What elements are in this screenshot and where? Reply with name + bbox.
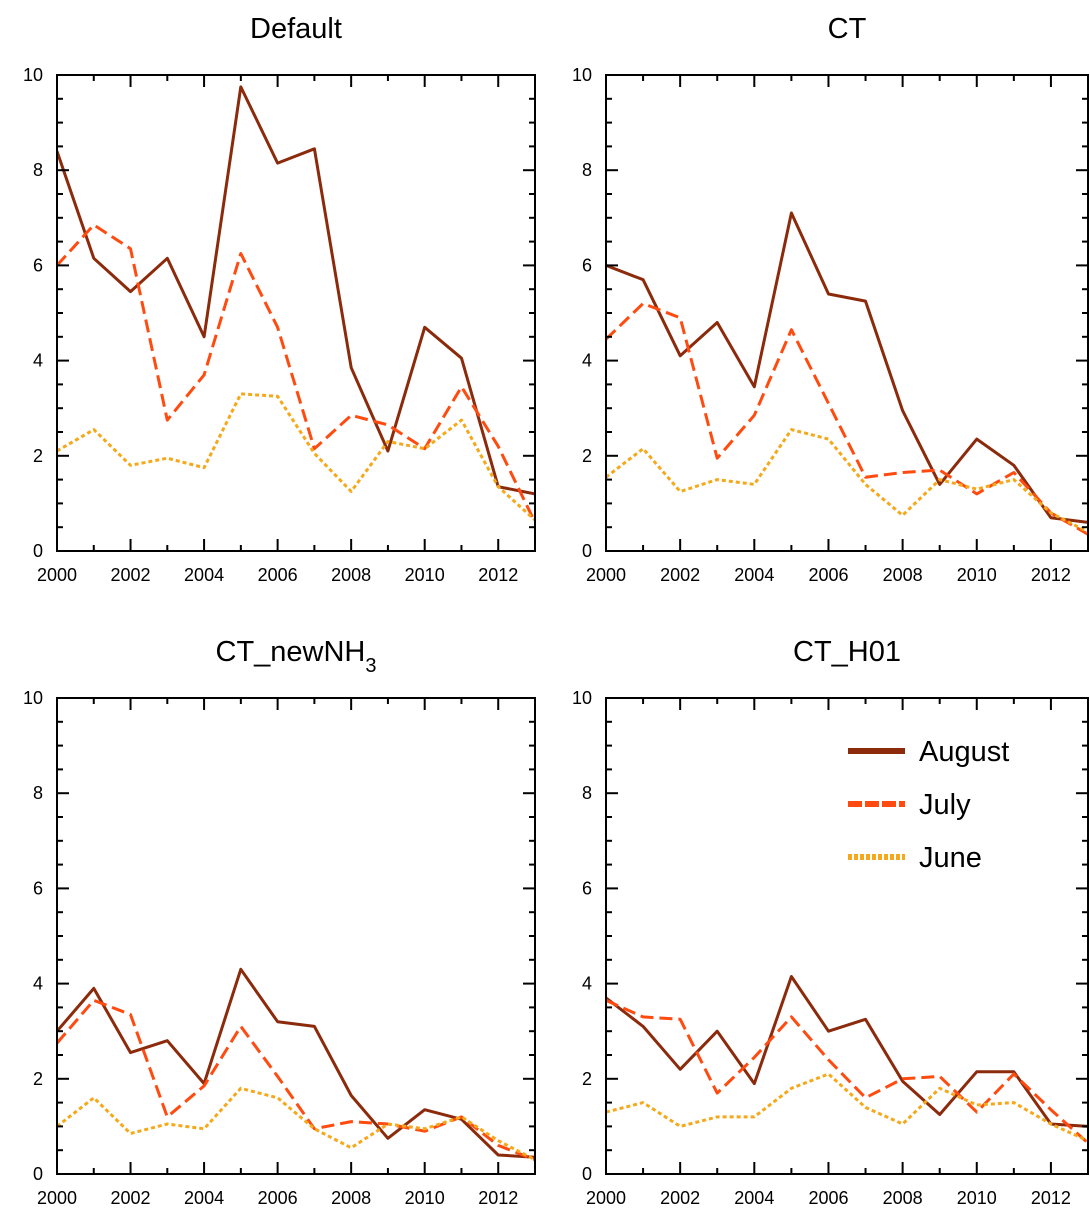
y-tick-label: 10 [572,65,592,85]
y-tick-label: 10 [23,65,43,85]
legend: August July June [848,736,1009,874]
x-tick-label: 2008 [331,565,371,585]
x-tick-label: 2012 [478,565,518,585]
y-tick-label: 6 [582,878,592,898]
x-tick-label: 2000 [586,565,626,585]
y-tick-label: 2 [33,1069,43,1089]
x-tick-label: 2002 [111,1188,151,1208]
plot-frame [57,75,535,551]
series-line-august [606,977,1088,1127]
x-tick-label: 2000 [37,565,77,585]
y-tick-label: 10 [572,688,592,708]
x-tick-label: 2006 [808,1188,848,1208]
y-tick-label: 2 [33,446,43,466]
y-tick-label: 0 [33,1164,43,1184]
series-group [57,969,535,1159]
series-group [57,87,535,523]
panel-title: Default [250,13,342,45]
series-line-june [606,1074,1088,1141]
y-tick-label: 8 [33,160,43,180]
x-tick-label: 2008 [331,1188,371,1208]
series-line-june [57,1088,535,1159]
x-tick-label: 2010 [405,1188,445,1208]
x-tick-label: 2010 [957,1188,997,1208]
y-tick-label: 0 [33,541,43,561]
panel-2: CT 2000 2002 2004 2006 2008 2010 2012 0 2 4 6 8 10 [572,13,1088,585]
x-tick-label: 2012 [1031,565,1071,585]
x-tick-label: 2006 [808,565,848,585]
legend-label-june: June [919,842,982,874]
x-tick-label: 2006 [258,565,298,585]
x-tick-label: 2008 [883,565,923,585]
x-tick-label: 2004 [184,1188,224,1208]
plot-frame [57,698,535,1174]
x-tick-label: 2002 [660,1188,700,1208]
legend-label-july: July [919,789,971,821]
series-line-july [606,304,1088,535]
y-tick-label: 6 [582,255,592,275]
y-tick-label: 4 [33,974,43,994]
y-tick-label: 10 [23,688,43,708]
series-group [606,213,1088,534]
series-line-june [606,430,1088,532]
y-tick-label: 2 [582,1069,592,1089]
x-tick-label: 2012 [1031,1188,1071,1208]
y-tick-label: 2 [582,446,592,466]
y-tick-label: 6 [33,255,43,275]
x-tick-label: 2004 [734,1188,774,1208]
panel-title: CT_newNH3 [216,636,377,677]
series-group [606,977,1088,1144]
panel-3: CT_newNH3 2000 2002 2004 2006 2008 2010 2012 0 2 4… [23,636,535,1208]
panel-title: CT_H01 [793,636,901,668]
series-line-july [57,225,535,523]
legend-label-august: August [919,736,1009,768]
x-tick-label: 2002 [660,565,700,585]
y-tick-label: 6 [33,878,43,898]
y-tick-label: 4 [582,351,592,371]
x-tick-label: 2010 [405,565,445,585]
series-line-july [606,1000,1088,1143]
x-tick-label: 2012 [478,1188,518,1208]
x-tick-label: 2004 [184,565,224,585]
x-tick-label: 2006 [258,1188,298,1208]
panel-4: CT_H01 2000 2002 2004 2006 2008 2010 2012 0 2 4 6 8 1… [572,636,1088,1208]
y-tick-label: 4 [33,351,43,371]
y-tick-label: 0 [582,1164,592,1184]
y-tick-label: 4 [582,974,592,994]
y-tick-label: 8 [33,783,43,803]
series-line-august [606,213,1088,522]
x-tick-label: 2000 [37,1188,77,1208]
x-tick-label: 2000 [586,1188,626,1208]
x-tick-label: 2010 [957,565,997,585]
panel-1: Default 2000 2002 2004 2006 2008 2010 2012 0 2 4 6 8… [23,13,535,585]
x-tick-label: 2002 [111,565,151,585]
series-line-june [57,394,535,520]
x-tick-label: 2004 [734,565,774,585]
y-tick-label: 8 [582,783,592,803]
y-tick-label: 0 [582,541,592,561]
series-line-august [57,87,535,494]
y-tick-label: 8 [582,160,592,180]
panel-title: CT [828,13,867,45]
x-tick-label: 2008 [883,1188,923,1208]
series-line-august [57,969,535,1157]
